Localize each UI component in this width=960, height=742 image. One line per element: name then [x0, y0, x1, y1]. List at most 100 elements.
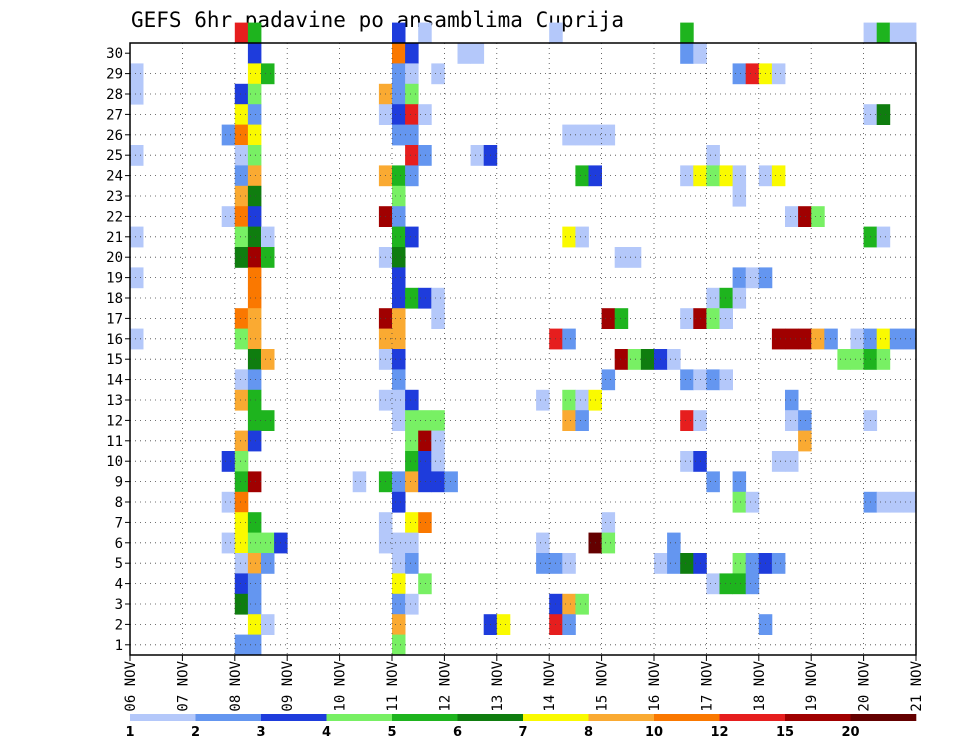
heatmap-cell [261, 349, 275, 370]
heatmap-cell [549, 22, 563, 44]
heatmap-cell [392, 206, 406, 227]
heatmap-cell [536, 553, 550, 574]
heatmap-cell [405, 145, 419, 166]
colorbar-swatch [326, 714, 393, 721]
heatmap-cell [247, 308, 262, 329]
colorbar-label: 2 [191, 725, 200, 740]
heatmap-cell [562, 410, 576, 431]
heatmap-cell [785, 389, 799, 411]
heatmap-cell [732, 553, 747, 574]
heatmap-cell [130, 328, 144, 350]
colorbar: 1 2 3 4 5 6 7 8 10 12 15 20 [125, 714, 917, 740]
heatmap-cell [601, 532, 616, 554]
heatmap-cell [601, 369, 616, 391]
heatmap-cell [562, 614, 576, 635]
x-tick-label: 18 NOV [752, 660, 768, 711]
y-tick-label: 30 [106, 46, 123, 62]
heatmap-cell [575, 124, 589, 146]
heatmap-cell [418, 471, 432, 493]
heatmap-cell [405, 124, 419, 146]
heatmap-cell [247, 247, 262, 268]
heatmap-cell [392, 287, 406, 309]
heatmap-cell [575, 165, 589, 187]
y-tick-label: 28 [106, 87, 123, 103]
heatmap-cell [863, 22, 878, 44]
heatmap-cell [562, 553, 576, 574]
heatmap-cell [562, 124, 576, 146]
heatmap-cell [745, 553, 760, 574]
heatmap-cell [902, 491, 917, 513]
heatmap-cell [876, 491, 891, 513]
heatmap-cell [614, 308, 629, 329]
heatmap-cell [392, 328, 406, 350]
y-tick-label: 29 [106, 67, 123, 83]
heatmap-cell [405, 83, 419, 105]
y-tick-label: 11 [106, 434, 123, 450]
heatmap-cell [392, 22, 406, 44]
heatmap-cell [680, 22, 694, 44]
heatmap-cell [785, 410, 799, 431]
y-tick-label: 26 [106, 128, 123, 144]
heatmap-cell [732, 185, 747, 207]
heatmap-cell [706, 287, 720, 309]
heatmap-cell [405, 451, 419, 472]
heatmap-cell [431, 308, 445, 329]
heatmap-cell [418, 287, 432, 309]
heatmap-cell [392, 471, 406, 493]
heatmap-cell [247, 145, 262, 166]
heatmap-cell [130, 226, 144, 248]
heatmap-cell [405, 512, 419, 533]
heatmap-cell [876, 328, 891, 350]
heatmap-cell [771, 165, 786, 187]
colorbar-label: 6 [453, 725, 462, 740]
heatmap-cell [352, 471, 367, 493]
heatmap-cell [261, 553, 275, 574]
heatmap-cell [667, 532, 681, 554]
x-tick-label: 15 NOV [595, 660, 611, 711]
colorbar-swatch [392, 714, 458, 721]
heatmap-cell [247, 369, 262, 391]
colorbar-label: 20 [841, 725, 859, 740]
heatmap-cell [392, 267, 406, 289]
y-tick-label: 19 [106, 271, 123, 287]
heatmap-cell [444, 471, 458, 493]
heatmap-cell [247, 206, 262, 227]
heatmap-cell [247, 165, 262, 187]
heatmap-cell [562, 328, 576, 350]
heatmap-cell [876, 104, 891, 125]
y-tick-label: 12 [106, 413, 123, 429]
heatmap-cell [431, 63, 445, 85]
heatmap-cell [247, 634, 262, 656]
heatmap-cell [234, 226, 249, 248]
colorbar-label: 8 [584, 725, 593, 740]
heatmap-cell [392, 491, 406, 513]
y-tick-label: 24 [106, 169, 123, 185]
heatmap-cell [732, 573, 747, 595]
y-tick-label: 14 [106, 373, 123, 389]
heatmap-cell [261, 63, 275, 85]
heatmap-cell [405, 63, 419, 85]
heatmap-cell [431, 410, 445, 431]
heatmap-cell [234, 634, 249, 656]
heatmap-cell [261, 532, 275, 554]
heatmap-cell [562, 389, 576, 411]
heatmap-cell [392, 165, 406, 187]
colorbar-label: 4 [322, 725, 331, 740]
heatmap-cell [392, 410, 406, 431]
heatmap-cell [771, 63, 786, 85]
heatmap-cell [247, 532, 262, 554]
heatmap-cell [234, 247, 249, 268]
colorbar-label: 1 [125, 725, 134, 740]
heatmap-cell [418, 410, 432, 431]
heatmap-cell [680, 308, 694, 329]
heatmap-cell [732, 471, 747, 493]
heatmap-cell [470, 43, 485, 64]
x-tick-label: 08 NOV [228, 660, 244, 711]
heatmap-cell [693, 43, 707, 64]
y-tick-label: 5 [115, 556, 123, 572]
heatmap-cell [824, 328, 838, 350]
y-tick-label: 22 [106, 209, 123, 225]
heatmap-cell [627, 349, 642, 370]
heatmap-cell [392, 553, 406, 574]
heatmap-cell [706, 369, 720, 391]
